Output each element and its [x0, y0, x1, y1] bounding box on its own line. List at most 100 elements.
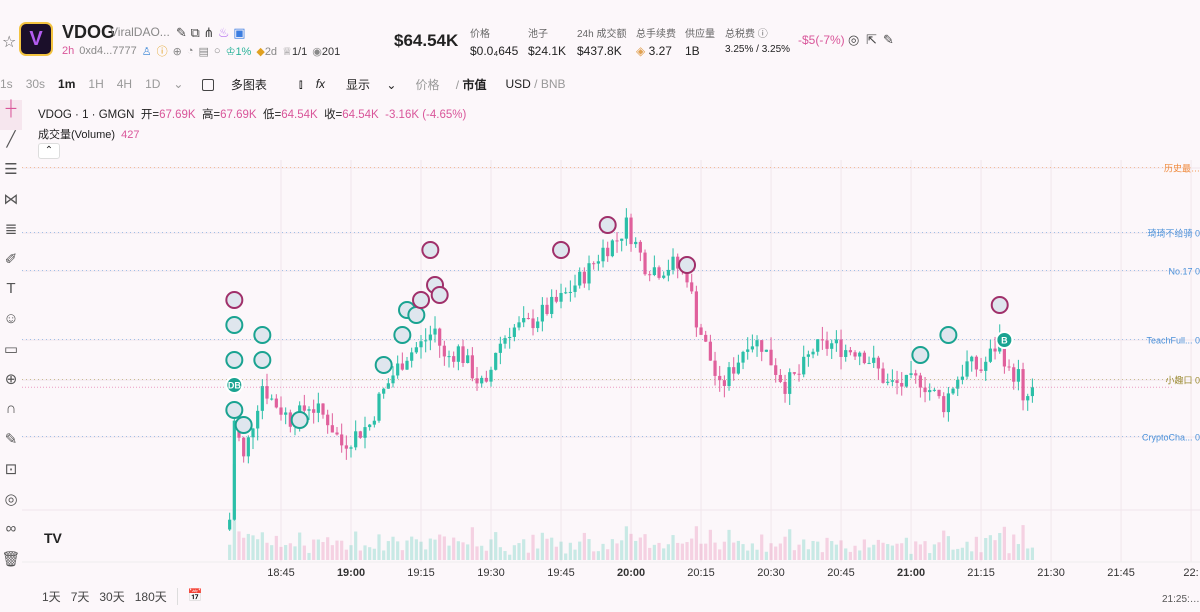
website-icon[interactable]: ⊕ [172, 45, 182, 58]
price-mcap-toggle[interactable]: 价格 / 市值 [415, 77, 487, 92]
candle-body [596, 261, 600, 264]
edit-copy-share-icons[interactable]: ✎ ⧉ ⋔ ♨ ▣ [176, 25, 246, 40]
volume-bar [923, 541, 927, 560]
volume-bar [657, 542, 661, 560]
price-line-label: 琦琦不给骑 0 [1147, 228, 1200, 239]
search-icon[interactable]: ○ [213, 45, 221, 57]
pattern-icon[interactable]: ⋈ [3, 191, 19, 208]
indicators-icon[interactable]: fx [315, 77, 326, 91]
favorite-star-icon[interactable]: ☆ [2, 34, 17, 51]
volume-bar [316, 539, 320, 560]
candle-body [330, 425, 334, 433]
volume-bar [368, 547, 372, 560]
volume-bar [974, 536, 978, 560]
zoom-icon[interactable]: ⊕ [4, 371, 18, 388]
candle-body [610, 240, 614, 257]
candle-body [582, 271, 586, 284]
interval-4h[interactable]: 4H [116, 77, 133, 91]
candle-body [550, 296, 554, 314]
trade-marker-avatar [290, 411, 309, 429]
note-icon[interactable]: ▤ [198, 45, 209, 58]
candle-body [886, 381, 890, 383]
magnet-icon[interactable]: ∩ [5, 400, 17, 417]
candle-body [750, 346, 754, 350]
visibility-icon[interactable]: ◎ [4, 491, 18, 508]
trade-marker-avatar [225, 351, 244, 369]
candle-body [536, 321, 540, 329]
brush-icon[interactable]: ✐ [4, 251, 18, 268]
volume-bar [237, 531, 241, 560]
candle-body [1021, 369, 1025, 401]
interval-chevron-down-icon[interactable]: ⌄ [173, 77, 184, 91]
token-logo: V [19, 22, 53, 56]
candle-body [265, 386, 269, 399]
range-1d[interactable]: 1天 [42, 590, 61, 604]
candle-body [895, 380, 899, 383]
volume-bar [386, 541, 390, 560]
volume-bar [946, 536, 950, 560]
volume-bar [797, 544, 801, 560]
volume-bar [988, 535, 992, 560]
pnl-value: -$5(-7%) [798, 33, 845, 47]
pin-icon[interactable]: ✎ [883, 32, 894, 47]
interval-1m[interactable]: 1m [58, 77, 76, 91]
volume-bar [718, 549, 722, 560]
volume-bar [1021, 525, 1025, 560]
trendline-icon[interactable]: ╱ [6, 131, 16, 148]
range-30d[interactable]: 30天 [99, 590, 125, 604]
range-180d[interactable]: 180天 [134, 590, 167, 604]
volume-bar [242, 537, 246, 560]
volume-bar [951, 549, 955, 560]
crosshair-icon[interactable]: ┼ [0, 100, 22, 130]
volume-bar [643, 534, 647, 560]
eye-toggle-icon[interactable]: ◎ [848, 32, 860, 47]
candle-body [867, 362, 871, 364]
link-icon[interactable]: ∞ [5, 520, 17, 537]
candle-body [442, 345, 446, 357]
interval-30s[interactable]: 30s [25, 77, 46, 91]
volume-bar [578, 541, 582, 560]
candle-body [722, 380, 726, 386]
market-cap: $64.54K [394, 31, 459, 50]
currency-toggle[interactable]: USD / BNB [505, 77, 566, 91]
collapse-legend-button[interactable]: ⌃ [38, 143, 60, 159]
candle-body [498, 343, 502, 353]
interval-1d[interactable]: 1D [145, 77, 161, 91]
external-link-icon[interactable]: ⇱ [866, 32, 877, 47]
multi-chart-checkbox[interactable] [202, 79, 215, 92]
ruler-icon[interactable]: ▭ [3, 341, 19, 358]
token-address[interactable]: 0xd4...7777 [79, 45, 137, 57]
volume-bar [741, 544, 745, 560]
candle-body [890, 380, 894, 382]
price-chart[interactable]: 18:45 19:00 19:15 19:30 19:45 20:00 20:15 20:30… [22, 100, 1200, 612]
candle-body [559, 292, 563, 302]
trash-icon[interactable]: 🗑 [1, 551, 21, 568]
display-dropdown[interactable]: 显示 ⌄ [346, 77, 397, 92]
interval-1h[interactable]: 1H [88, 77, 104, 91]
volume-bar [582, 532, 586, 560]
interval-1s[interactable]: 1s [0, 77, 13, 91]
candle-body [522, 318, 526, 323]
goto-date-icon[interactable]: 📅 [176, 588, 203, 605]
horizontal-lines-icon[interactable]: ☰ [4, 161, 18, 178]
lock-drawing-icon[interactable]: ✎ [4, 431, 18, 448]
range-7d[interactable]: 7天 [70, 590, 90, 604]
candle-body [844, 350, 848, 357]
text-icon[interactable]: T [6, 280, 16, 297]
trade-marker-avatar [678, 256, 697, 274]
chart-icon[interactable]: ◔ [186, 45, 194, 57]
volume-bar [503, 551, 507, 560]
trade-marker-avatar [225, 291, 244, 309]
volume-bar [848, 551, 852, 560]
candle-body [456, 346, 460, 362]
stat-tax: 总税费 ⓘ 3.25% / 3.25% [725, 29, 791, 55]
candle-body [624, 217, 628, 239]
volume-bar [769, 543, 773, 560]
fib-icon[interactable]: ≣ [4, 221, 18, 238]
volume-bar [335, 540, 339, 560]
volume-value: 427 [121, 129, 140, 141]
trade-marker-avatar [225, 401, 244, 419]
lock-icon[interactable]: ⊡ [4, 461, 18, 478]
candle-type-icon[interactable]: ⫾ [298, 76, 303, 91]
emoji-icon[interactable]: ☺ [3, 310, 19, 327]
